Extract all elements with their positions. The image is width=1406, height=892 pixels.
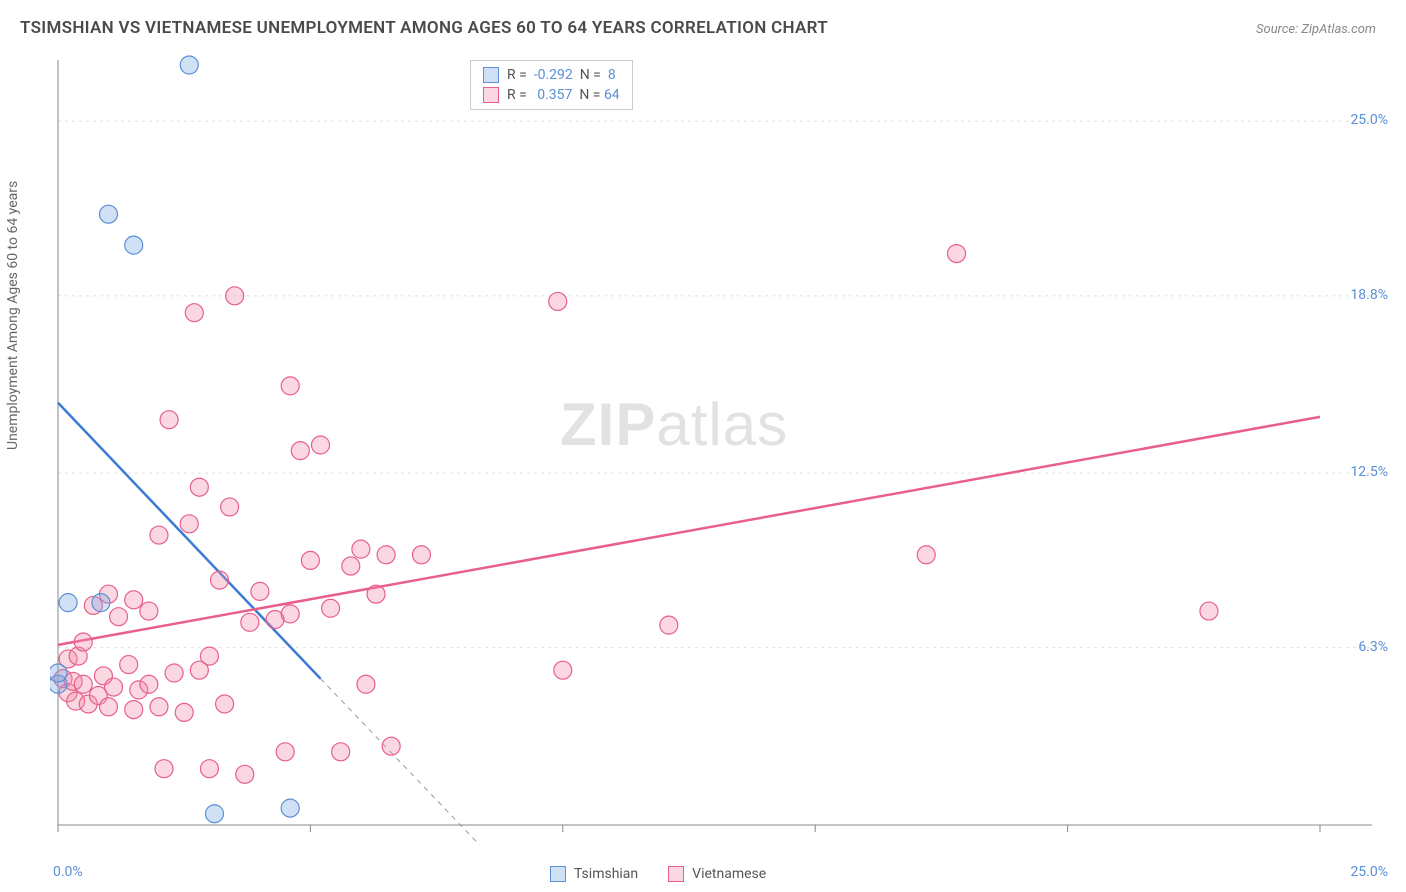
x-tick-label: 0.0% <box>53 864 83 880</box>
plot-area <box>50 55 1380 845</box>
correlation-legend: R = -0.292 N = 8 R = 0.357 N = 64 <box>470 60 633 110</box>
legend-item-tsimshian: Tsimshian <box>550 866 638 882</box>
series-legend: Tsimshian Vietnamese <box>550 866 766 882</box>
y-tick-label: 6.3% <box>1358 639 1388 655</box>
source-attribution: Source: ZipAtlas.com <box>1256 22 1376 37</box>
legend-label: Vietnamese <box>692 866 766 882</box>
legend-item-vietnamese: Vietnamese <box>668 866 766 882</box>
y-tick-label: 25.0% <box>1350 112 1388 128</box>
x-tick-label: 25.0% <box>1350 864 1388 880</box>
legend-row-tsimshian: R = -0.292 N = 8 <box>471 65 632 85</box>
vietnamese-swatch-icon <box>483 87 499 103</box>
tsimshian-legend-swatch-icon <box>550 866 566 882</box>
chart-title: TSIMSHIAN VS VIETNAMESE UNEMPLOYMENT AMO… <box>20 18 828 38</box>
vietnamese-r-stat: R = 0.357 N = 64 <box>507 87 620 103</box>
scatter-chart-svg <box>50 55 1380 845</box>
y-axis-label: Unemployment Among Ages 60 to 64 years <box>5 181 21 450</box>
legend-row-vietnamese: R = 0.357 N = 64 <box>471 85 632 105</box>
y-tick-label: 12.5% <box>1350 464 1388 480</box>
vietnamese-legend-swatch-icon <box>668 866 684 882</box>
y-tick-label: 18.8% <box>1350 287 1388 303</box>
tsimshian-r-stat: R = -0.292 N = 8 <box>507 67 616 83</box>
legend-label: Tsimshian <box>574 866 638 882</box>
chart-container: TSIMSHIAN VS VIETNAMESE UNEMPLOYMENT AMO… <box>0 0 1406 892</box>
tsimshian-swatch-icon <box>483 67 499 83</box>
